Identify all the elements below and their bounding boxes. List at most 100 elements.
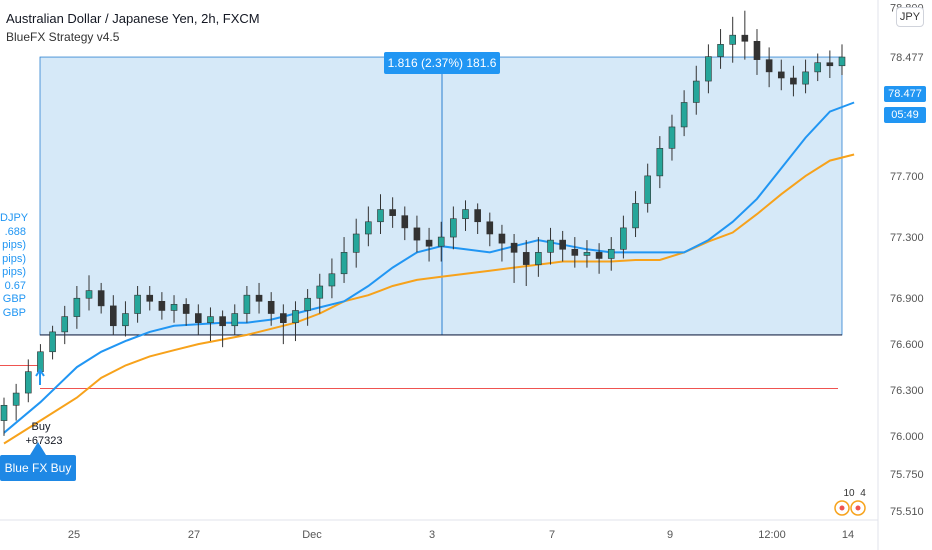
measure-label: 1.816 (2.37%) 181.6	[384, 52, 500, 74]
x-tick-label: 25	[68, 529, 80, 541]
candle-body	[377, 209, 384, 223]
candle-body	[352, 233, 360, 253]
candle-body	[255, 294, 263, 302]
candle-body	[644, 175, 651, 204]
y-tick-label: 75.750	[890, 469, 924, 481]
candle-body	[49, 331, 56, 353]
candle-body	[0, 404, 8, 421]
candle-body	[61, 316, 69, 333]
candle-body	[571, 248, 579, 256]
candle-body	[146, 294, 154, 302]
candle-body	[231, 313, 239, 327]
orange-ma-line	[3, 153, 855, 445]
x-tick-label: Dec	[302, 529, 322, 541]
y-tick-label: 76.000	[890, 431, 924, 443]
x-tick-label: 14	[842, 529, 854, 541]
candle-body	[24, 371, 32, 394]
candle-body	[195, 313, 202, 324]
candle-body	[717, 44, 724, 57]
candle-body	[292, 310, 299, 324]
blue-fx-buy-button[interactable]: Blue FX Buy	[0, 455, 76, 481]
candle-body	[583, 252, 591, 256]
left-label: DJPY	[0, 212, 29, 224]
candle-body	[401, 215, 409, 229]
candle-body	[765, 59, 773, 73]
candle-body	[559, 239, 566, 250]
y-tick-label: 77.700	[890, 171, 924, 183]
candle-body	[413, 227, 421, 241]
currency-button[interactable]: JPY	[896, 7, 924, 27]
buy-label: Buy	[31, 421, 51, 433]
candle-body	[668, 126, 676, 149]
y-tick-label: 76.300	[890, 385, 924, 397]
price-tag: 78.477	[884, 86, 926, 102]
candle-body	[802, 71, 809, 85]
candle-body	[547, 239, 554, 253]
badge-right: 4	[860, 488, 866, 499]
candle-body	[12, 392, 20, 406]
candle-body	[340, 252, 348, 275]
candle-body	[365, 221, 372, 235]
candle-body	[37, 351, 44, 372]
badge-dot-left	[839, 505, 845, 511]
measure-range-box	[39, 56, 843, 336]
candle-body	[97, 290, 105, 307]
candle-body	[328, 273, 336, 287]
left-label: GBP	[2, 293, 26, 305]
candle-body	[498, 233, 506, 244]
timer-tag: 05:49	[884, 107, 926, 123]
candle-body	[826, 62, 834, 67]
y-tick-label: 76.600	[890, 339, 924, 351]
candle-body	[267, 300, 275, 314]
candle-body	[122, 313, 129, 327]
candle-body	[280, 313, 287, 324]
candle-body	[656, 148, 664, 177]
candle-body	[522, 252, 530, 265]
candle-body	[790, 77, 797, 85]
candle-body	[304, 297, 311, 311]
candle-body	[595, 252, 603, 259]
left-label: pips)	[2, 266, 26, 278]
candle-body	[814, 62, 822, 73]
left-label: pips)	[2, 239, 26, 251]
x-tick-label: 7	[549, 529, 555, 541]
candle-body	[535, 252, 542, 265]
candle-body	[729, 34, 736, 45]
candle-body	[777, 71, 785, 79]
left-label: GBP	[2, 306, 26, 319]
candle-body	[389, 209, 396, 216]
indicator-name: BlueFX Strategy v4.5	[6, 30, 120, 44]
x-tick-label: 27	[188, 529, 200, 541]
candle-body	[425, 239, 433, 247]
candle-body	[680, 102, 688, 128]
candle-body	[73, 297, 81, 317]
candle-body	[753, 40, 761, 60]
x-tick-label: 3	[429, 529, 435, 541]
candle-body	[85, 290, 93, 299]
buy-arrow-icon	[35, 368, 45, 385]
candle-body	[607, 248, 615, 259]
y-tick-label: 75.510	[890, 506, 924, 518]
candle-body	[705, 56, 712, 82]
candle-body	[741, 34, 749, 42]
candle-body	[620, 227, 627, 250]
candle-body	[462, 209, 469, 220]
y-tick-label: 77.300	[890, 232, 924, 244]
candle-body	[158, 300, 166, 311]
candle-body	[207, 316, 214, 324]
chart-title: Australian Dollar / Japanese Yen, 2h, FX…	[6, 11, 260, 26]
badge-dot-right	[855, 505, 861, 511]
candle-body	[632, 203, 639, 229]
candle-body	[486, 221, 494, 235]
badge-left: 10	[843, 488, 855, 499]
candle-body	[219, 316, 226, 327]
candle-body	[110, 305, 117, 327]
candle-body	[170, 304, 178, 311]
left-label: 0.67	[4, 279, 26, 292]
x-tick-label: 9	[667, 529, 673, 541]
buy-value: +67323	[25, 435, 63, 447]
x-tick-label: 12:00	[758, 529, 786, 541]
candle-body	[243, 294, 251, 314]
candle-body	[182, 304, 190, 314]
